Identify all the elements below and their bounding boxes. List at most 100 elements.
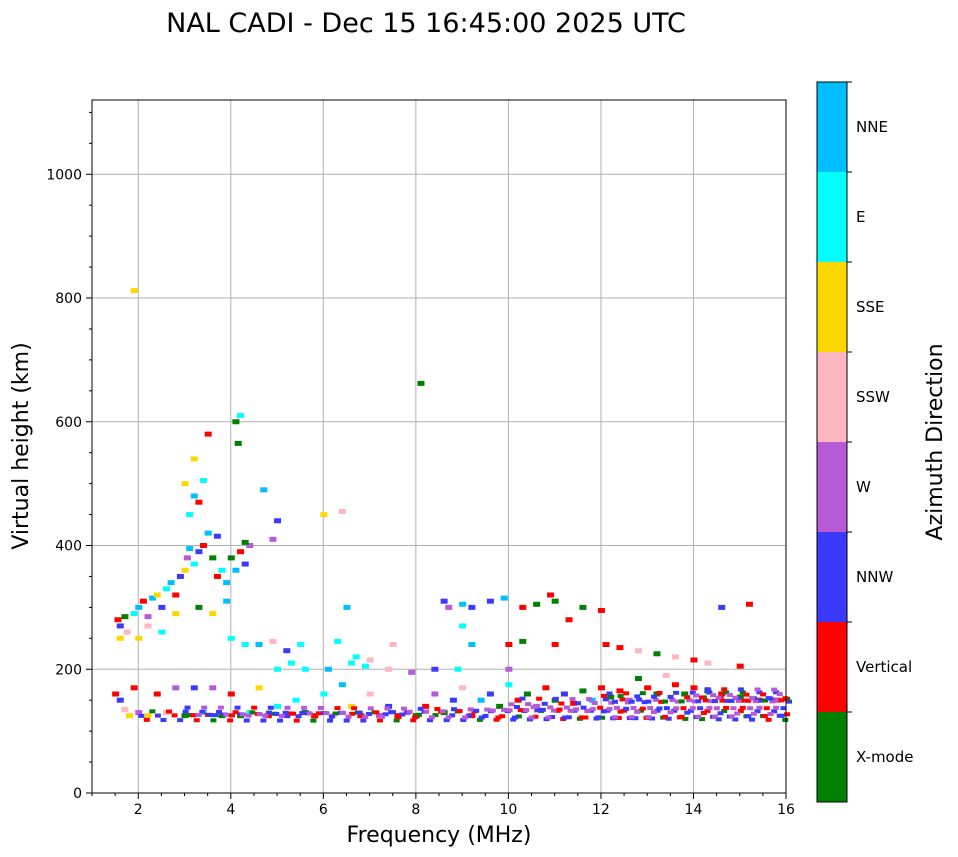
y-tick-label: 1000 (46, 167, 82, 183)
data-point (190, 561, 198, 567)
data-point (422, 703, 430, 709)
data-point (539, 707, 546, 712)
data-point (665, 716, 672, 721)
data-point (343, 604, 351, 610)
data-point (334, 638, 342, 644)
data-point (327, 718, 334, 723)
data-point (200, 478, 208, 484)
data-point (690, 657, 698, 663)
data-point (473, 708, 480, 713)
data-point (166, 709, 173, 714)
data-point (297, 642, 305, 647)
data-point (246, 543, 254, 548)
data-point (351, 706, 358, 711)
data-point (723, 690, 730, 695)
data-point (373, 710, 380, 715)
data-point (399, 712, 406, 717)
data-point (763, 706, 770, 711)
data-point (210, 718, 217, 723)
data-point (547, 705, 554, 710)
data-point (143, 717, 150, 722)
data-point (623, 691, 630, 696)
data-point (468, 604, 476, 610)
data-point (671, 682, 679, 688)
y-axis-ticks: 0 200 400 600 800 1000 (46, 111, 92, 802)
data-point (616, 688, 624, 694)
data-point (265, 710, 272, 715)
colorbar-label-ssw: SSW (856, 388, 890, 406)
colorbar-label: Azimuth Direction (923, 343, 948, 540)
data-point (567, 708, 574, 713)
data-point (121, 614, 129, 620)
data-point (700, 710, 707, 715)
data-point (741, 698, 748, 703)
data-point (183, 555, 191, 561)
data-point (176, 573, 184, 579)
data-point (523, 691, 531, 697)
data-point (691, 699, 698, 704)
data-point (287, 660, 295, 666)
data-point (686, 698, 693, 703)
data-point (606, 706, 613, 711)
data-point (476, 717, 483, 722)
data-point (619, 697, 626, 702)
data-point (778, 698, 785, 703)
data-point (782, 696, 789, 701)
data-point (693, 693, 700, 698)
data-point (274, 518, 282, 524)
x-tick-label: 12 (592, 802, 610, 818)
data-point (153, 592, 161, 598)
data-point (209, 555, 217, 561)
data-point (737, 687, 744, 692)
data-point (181, 713, 189, 719)
data-point (434, 706, 441, 711)
data-point (586, 697, 593, 702)
data-point (612, 699, 619, 704)
colorbar-label-e: E (856, 208, 865, 226)
data-point (758, 698, 765, 703)
data-point (393, 718, 400, 723)
data-point (765, 696, 772, 701)
data-point (599, 715, 606, 720)
colorbar-label-x-mode: X-mode (856, 748, 913, 766)
data-point (545, 715, 552, 720)
data-point (505, 666, 513, 672)
data-point (578, 715, 585, 720)
data-point (149, 709, 156, 714)
data-point (706, 706, 713, 711)
data-point (130, 611, 138, 617)
data-point (613, 705, 620, 710)
data-point (361, 663, 369, 669)
data-point (718, 691, 726, 697)
data-point (519, 696, 526, 701)
data-point (423, 709, 430, 714)
x-tick-label: 2 (134, 802, 143, 818)
data-point (378, 714, 385, 719)
data-point (634, 694, 641, 699)
data-point (382, 712, 389, 717)
data-point (256, 712, 263, 717)
data-point (756, 690, 763, 695)
data-point (190, 713, 197, 718)
data-point (551, 598, 559, 604)
data-point (505, 682, 513, 688)
data-point (484, 707, 491, 712)
data-point (260, 718, 267, 723)
colorbar-label-nnw: NNW (856, 568, 893, 586)
x-tick-label: 14 (685, 802, 703, 818)
data-point (754, 687, 761, 692)
data-point (227, 718, 234, 723)
data-point (312, 714, 319, 719)
data-point (431, 691, 439, 697)
data-point (158, 629, 166, 635)
data-point (181, 481, 189, 487)
data-point (495, 715, 502, 720)
colorbar-segment (817, 712, 847, 802)
data-point (582, 715, 589, 720)
data-point (334, 706, 341, 711)
data-point (702, 698, 709, 703)
data-point (512, 715, 519, 720)
data-point (267, 705, 274, 710)
data-point (771, 709, 778, 714)
data-point (193, 718, 200, 723)
